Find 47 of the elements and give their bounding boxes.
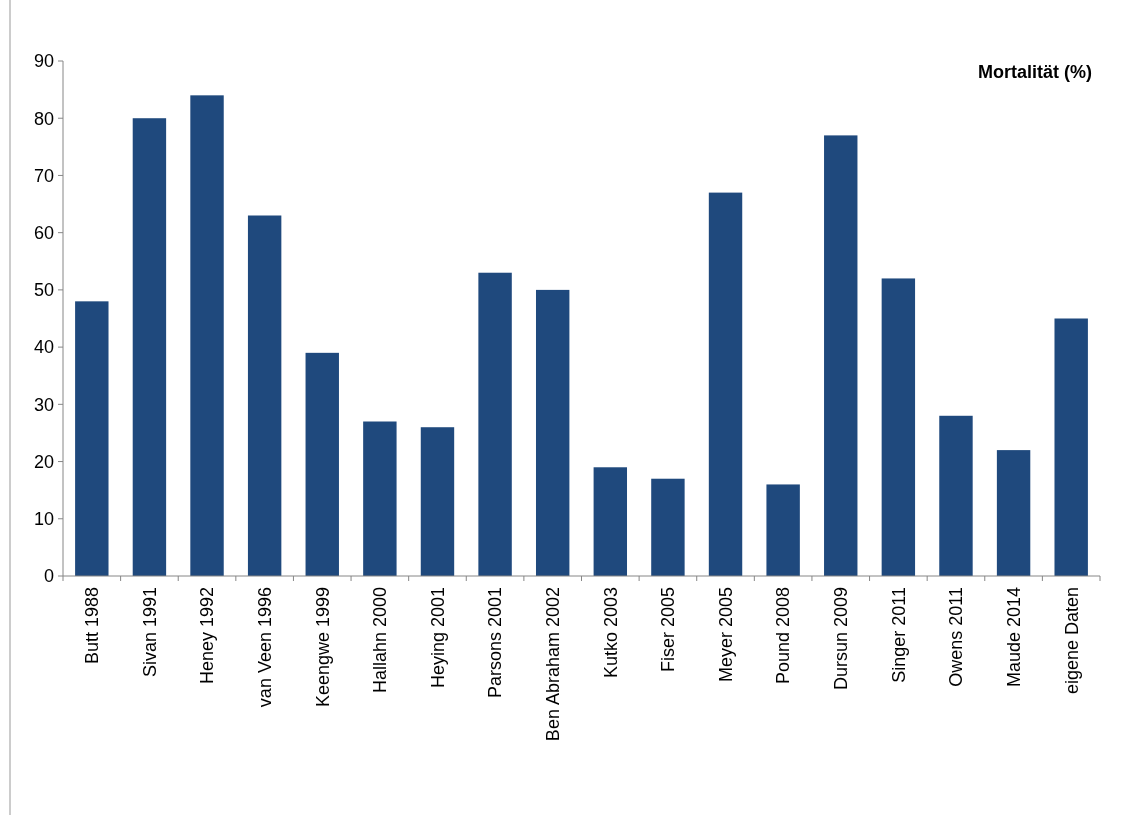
- bar: [478, 272, 512, 576]
- bar: [190, 95, 224, 576]
- x-tick-label: van Veen 1996: [254, 587, 275, 708]
- bar: [881, 278, 916, 576]
- y-tick-label: 70: [33, 165, 54, 186]
- y-tick-label: 50: [33, 280, 54, 301]
- bar: [363, 421, 397, 576]
- bar: [132, 118, 167, 576]
- x-tick-label: Parsons 2001: [485, 587, 506, 699]
- y-tick-label: 80: [33, 108, 54, 129]
- x-tick-label: Keengwe 1999: [312, 587, 333, 708]
- bar: [996, 450, 1031, 576]
- x-tick-label: Heying 2001: [427, 587, 448, 689]
- x-tick-label: Kutko 2003: [600, 587, 621, 679]
- y-tick-label: 40: [33, 337, 54, 358]
- chart-title: Mortalität (%): [978, 62, 1092, 82]
- x-tick-label: Fiser 2005: [658, 587, 679, 673]
- bar: [766, 484, 800, 576]
- bar: [305, 352, 339, 576]
- x-tick-label: Sivan 1991: [139, 587, 160, 678]
- y-tick-label: 0: [43, 566, 54, 587]
- x-tick-label: Hallahn 2000: [370, 587, 391, 694]
- x-tick-label: Dursun 2009: [831, 587, 852, 691]
- y-tick-label: 20: [33, 451, 54, 472]
- x-tick-label: Ben Abraham 2002: [542, 587, 563, 742]
- bar: [939, 415, 973, 576]
- x-tick-label: Pound 2008: [773, 587, 794, 685]
- bar: [1054, 318, 1088, 576]
- y-tick-label: 30: [33, 394, 54, 415]
- x-tick-label: Maude 2014: [1003, 587, 1024, 688]
- bar: [708, 192, 743, 576]
- y-tick-label: 10: [33, 509, 54, 530]
- x-tick-label: Owens 2011: [946, 587, 967, 687]
- x-tick-label: Heney 1992: [197, 587, 218, 685]
- x-tick-label: Singer 2011: [888, 587, 909, 683]
- x-tick-label: eigene Daten: [1061, 587, 1082, 695]
- y-tick-label: 90: [33, 51, 54, 72]
- bar: [593, 467, 628, 576]
- bar: [75, 301, 109, 576]
- bar: [535, 289, 570, 576]
- bar: [651, 478, 685, 576]
- y-tick-label: 60: [33, 222, 54, 243]
- bar: [247, 215, 282, 576]
- bar: [824, 135, 858, 576]
- x-tick-label: Meyer 2005: [715, 587, 736, 683]
- bar: [420, 427, 455, 576]
- x-tick-label: Butt 1988: [82, 587, 103, 665]
